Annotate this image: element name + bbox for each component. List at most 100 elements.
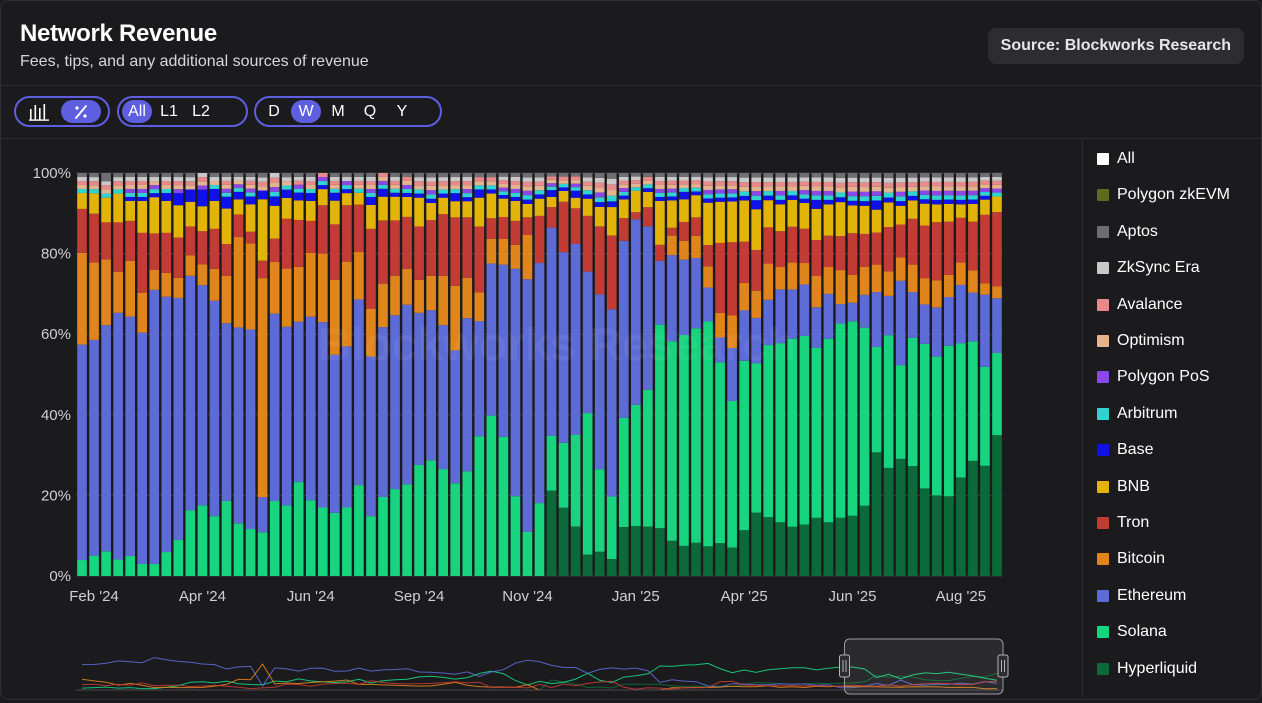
- bar-segment-bitcoin[interactable]: [751, 290, 762, 318]
- bar-segment-ethereum[interactable]: [342, 346, 352, 508]
- bar-segment-bnb[interactable]: [799, 203, 810, 229]
- legend-item-tron[interactable]: Tron: [1097, 513, 1149, 533]
- bar-segment-solana[interactable]: [293, 482, 304, 576]
- bar-segment-solana[interactable]: [245, 529, 256, 576]
- bar-segment-base[interactable]: [871, 200, 882, 210]
- bar-segment-zksync-era[interactable]: [618, 176, 629, 181]
- bar-segment-zksync-era[interactable]: [354, 176, 364, 181]
- bar-segment-avalance[interactable]: [462, 181, 473, 186]
- bar-segment-base[interactable]: [582, 194, 593, 199]
- bar-segment-zksync-era[interactable]: [89, 177, 99, 182]
- bar-segment-avalance[interactable]: [293, 180, 304, 185]
- bar-segment-avalance[interactable]: [691, 180, 701, 185]
- bar-segment-avalance[interactable]: [919, 181, 930, 187]
- bar-segment-tron[interactable]: [956, 217, 966, 263]
- bar-segment-base[interactable]: [330, 192, 340, 201]
- bar-segment-avalance[interactable]: [486, 177, 497, 182]
- bar-segment-bitcoin[interactable]: [257, 278, 268, 498]
- period-year-button[interactable]: Y: [396, 102, 408, 120]
- bar-segment-hyperliquid[interactable]: [703, 546, 713, 576]
- bar-segment-arbitrum[interactable]: [209, 184, 220, 189]
- bar-segment-avalance[interactable]: [101, 185, 111, 190]
- bar-segment-hyperliquid[interactable]: [715, 543, 725, 576]
- bar-segment-tron[interactable]: [787, 226, 798, 263]
- bar-segment-base[interactable]: [281, 189, 292, 198]
- bar-segment-zksync-era[interactable]: [462, 177, 473, 182]
- bar-segment-optimism[interactable]: [173, 185, 184, 190]
- bar-segment-optimism[interactable]: [763, 186, 774, 192]
- bar-segment-tron[interactable]: [655, 244, 665, 261]
- bar-segment-ethereum[interactable]: [113, 312, 123, 560]
- bar-segment-bnb[interactable]: [161, 200, 172, 233]
- bar-segment-polygon-pos[interactable]: [233, 184, 244, 189]
- bar-segment-zksync-era[interactable]: [787, 177, 798, 182]
- bar-segment-tron[interactable]: [847, 233, 858, 275]
- bar-segment-tron[interactable]: [390, 220, 400, 276]
- bar-segment-optimism[interactable]: [835, 187, 846, 193]
- bar-segment-optimism[interactable]: [486, 181, 497, 186]
- bar-segment-hyperliquid[interactable]: [594, 551, 605, 576]
- bar-segment-arbitrum[interactable]: [354, 188, 364, 193]
- bar-segment-base[interactable]: [414, 193, 424, 198]
- bar-segment-bnb[interactable]: [667, 200, 677, 228]
- bar-segment-optimism[interactable]: [883, 187, 894, 193]
- bar-segment-solana[interactable]: [751, 363, 762, 513]
- bar-segment-tron[interactable]: [739, 241, 749, 283]
- bar-segment-aptos[interactable]: [631, 173, 641, 177]
- bar-segment-bnb[interactable]: [269, 205, 280, 239]
- bar-segment-base[interactable]: [835, 197, 846, 203]
- bar-segment-avalance[interactable]: [125, 180, 135, 185]
- bar-segment-arbitrum[interactable]: [703, 194, 713, 199]
- bar-segment-arbitrum[interactable]: [907, 191, 918, 196]
- bar-segment-hyperliquid[interactable]: [919, 488, 930, 576]
- bar-segment-aptos[interactable]: [956, 173, 966, 178]
- bar-segment-solana[interactable]: [907, 337, 918, 467]
- bar-segment-optimism[interactable]: [546, 179, 557, 184]
- bar-segment-tron[interactable]: [257, 260, 268, 279]
- bar-segment-ethereum[interactable]: [775, 289, 786, 344]
- bar-segment-tron[interactable]: [161, 232, 172, 273]
- bar-segment-ethereum[interactable]: [847, 302, 858, 322]
- bar-segment-solana[interactable]: [679, 334, 689, 546]
- bar-segment-tron[interactable]: [342, 205, 352, 262]
- bar-segment-solana[interactable]: [847, 321, 858, 516]
- bar-segment-solana[interactable]: [691, 328, 701, 543]
- bar-segment-ethereum[interactable]: [402, 304, 412, 485]
- bar-segment-ethereum[interactable]: [390, 315, 400, 490]
- bar-segment-optimism[interactable]: [257, 186, 268, 191]
- bar-segment-hyperliquid[interactable]: [859, 505, 870, 576]
- bar-segment-aptos[interactable]: [125, 173, 135, 177]
- bar-segment-bitcoin[interactable]: [414, 279, 424, 313]
- bar-segment-zksync-era[interactable]: [847, 177, 858, 183]
- bar-segment-zksync-era[interactable]: [703, 177, 713, 182]
- bar-segment-tron[interactable]: [317, 205, 328, 254]
- bar-segment-zksync-era[interactable]: [871, 177, 882, 183]
- bar-segment-zksync-era[interactable]: [185, 177, 196, 182]
- bar-segment-arbitrum[interactable]: [763, 191, 774, 196]
- bar-segment-bnb[interactable]: [751, 209, 762, 250]
- bar-segment-ethereum[interactable]: [522, 279, 533, 532]
- bar-segment-tron[interactable]: [125, 220, 135, 261]
- bar-segment-bnb[interactable]: [89, 193, 99, 214]
- bar-segment-arbitrum[interactable]: [944, 195, 954, 200]
- bar-segment-tron[interactable]: [811, 240, 822, 276]
- bar-segment-bnb[interactable]: [787, 199, 798, 227]
- bar-segment-bnb[interactable]: [462, 201, 473, 218]
- bar-segment-bnb[interactable]: [510, 200, 521, 221]
- bar-segment-avalance[interactable]: [631, 180, 641, 184]
- bar-segment-tron[interactable]: [968, 221, 978, 271]
- bar-segment-arbitrum[interactable]: [305, 188, 316, 193]
- bar-segment-bnb[interactable]: [956, 204, 966, 218]
- bar-segment-ethereum[interactable]: [811, 307, 822, 348]
- bar-segment-solana[interactable]: [233, 523, 244, 576]
- bar-segment-ethereum[interactable]: [667, 255, 677, 342]
- bar-segment-solana[interactable]: [859, 327, 870, 506]
- bar-segment-arbitrum[interactable]: [606, 195, 617, 202]
- bar-segment-aptos[interactable]: [510, 173, 521, 177]
- bar-segment-bitcoin[interactable]: [510, 244, 521, 269]
- bar-segment-ethereum[interactable]: [859, 294, 870, 328]
- bar-segment-bitcoin[interactable]: [402, 268, 412, 305]
- bar-segment-zksync-era[interactable]: [799, 177, 810, 182]
- bar-segment-bitcoin[interactable]: [137, 292, 148, 333]
- bar-segment-tron[interactable]: [281, 218, 292, 269]
